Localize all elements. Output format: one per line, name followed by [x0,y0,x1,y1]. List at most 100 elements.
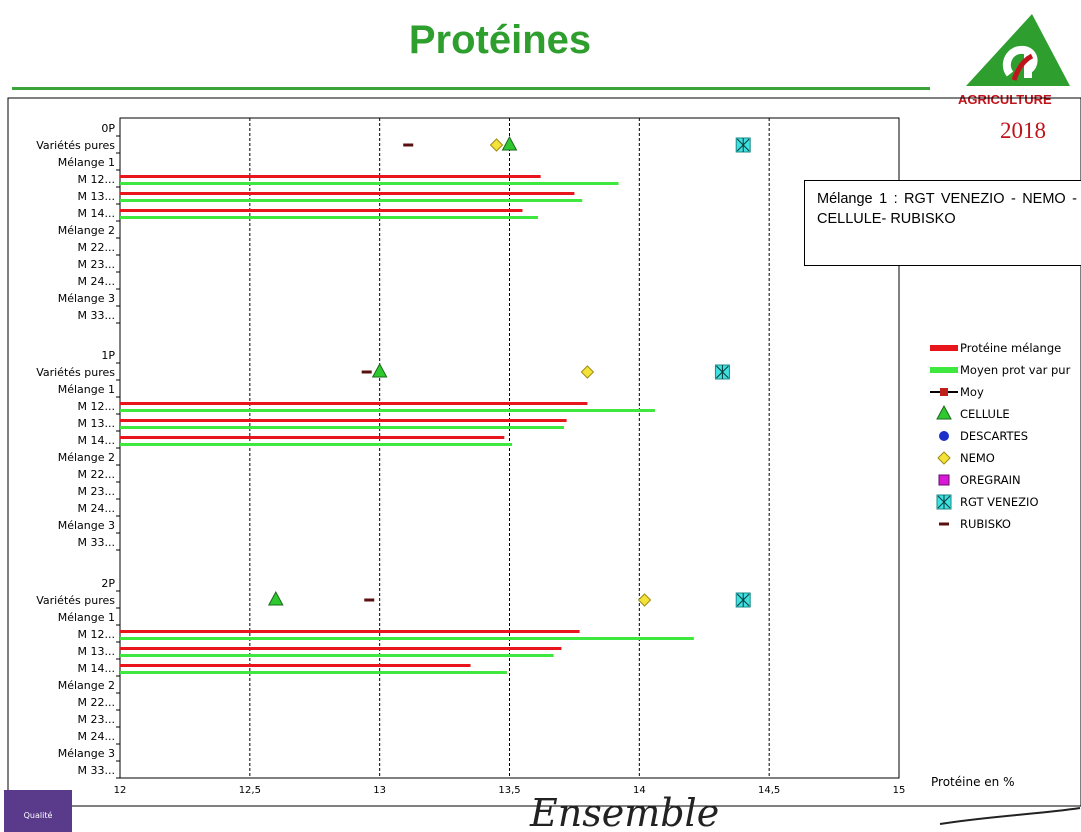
marker-rgt-venezio [936,494,952,510]
bar-avg-pure-variety [120,409,655,412]
x-tick-label: 14,5 [758,785,780,796]
category-label: M 33... [78,309,115,322]
category-label: M 14... [78,434,115,447]
legend-item-melange: Protéine mélange [930,341,1061,355]
category-label: Mélange 1 [58,383,115,396]
legend-label: DESCARTES [960,429,1028,443]
bar-avg-pure-variety [120,671,507,674]
category-label: M 13... [78,645,115,658]
legend: Protéine mélange Moyen prot var pur Moy CEL… [930,341,1071,531]
category-label: M 14... [78,662,115,675]
x-axis-title: Protéine en % [931,775,1015,789]
legend-item-rubisko: RUBISKO [939,517,1011,531]
marker-rubisko [939,522,949,526]
bar-protein-melange [120,175,541,178]
agriculture-logo: AGRICULTURE [958,14,1070,107]
markers [267,135,751,608]
category-label: Mélange 3 [58,747,115,760]
blend-composition-note: Mélange 1 : RGT VENEZIO - NEMO - CELLULE… [804,180,1081,266]
plot-frame [7,97,1081,807]
bar-avg-pure-variety [120,199,583,202]
category-label: 0P [101,122,115,135]
category-label: M 33... [78,764,115,777]
category-label: Mélange 2 [58,679,115,692]
category-label: Mélange 2 [58,451,115,464]
marker-cellule [501,135,518,151]
category-label: M 24... [78,502,115,515]
legend-item-oregrain: OREGRAIN [938,473,1021,487]
logo-wordmark: AGRICULTURE [958,92,1052,107]
category-label: M 22... [78,468,115,481]
badge-text: Qualité [24,810,53,820]
page-title: Protéines [408,18,592,62]
marker-rgt-venezio [735,137,751,153]
bars [120,175,694,674]
bar-protein-melange [120,419,567,422]
marker-cellule [371,362,388,378]
marker-rgt-venezio [714,364,730,380]
category-label: Variétés pures [36,366,115,379]
category-label: Mélange 3 [58,292,115,305]
legend-label: CELLULE [960,407,1010,421]
category-label: 1P [101,349,115,362]
bar-protein-melange [120,402,588,405]
certification-badge: Qualité [4,790,72,832]
category-label: M 24... [78,730,115,743]
category-label: M 14... [78,207,115,220]
category-label: M 33... [78,536,115,549]
legend-label: Protéine mélange [960,341,1061,355]
marker-cellule [936,404,952,420]
bar-avg-pure-variety [120,426,565,429]
bar-avg-pure-variety [120,443,513,446]
legend-item-nemo: NEMO [937,451,995,465]
category-label: Mélange 1 [58,156,115,169]
category-label: M 23... [78,713,115,726]
legend-label: RGT VENEZIO [960,495,1039,509]
legend-label: RUBISKO [960,517,1011,531]
x-tick-label: 15 [893,785,906,796]
legend-item-descartes: DESCARTES [939,429,1028,443]
category-label: M 12... [78,400,115,413]
bar-protein-melange [120,192,575,195]
marker-nemo [637,593,652,607]
category-label: 2P [101,577,115,590]
marker-nemo [580,365,595,379]
category-label: M 22... [78,241,115,254]
marker-nemo [489,138,504,152]
category-label: Variétés pures [36,139,115,152]
bar-avg-pure-variety [120,654,554,657]
legend-label: OREGRAIN [960,473,1021,487]
marker-oregrain [938,474,950,486]
category-label: Mélange 3 [58,519,115,532]
footer-slogan: Ensemble [529,791,1081,832]
category-label: M 22... [78,696,115,709]
bar-protein-melange [120,436,505,439]
year-label: 2018 [1000,118,1046,143]
category-label: Variétés pures [36,594,115,607]
x-tick-label: 12,5 [239,785,261,796]
marker-rgt-venezio [735,592,751,608]
marker-descartes [939,431,949,441]
slogan-text: Ensemble [529,791,719,832]
bar-avg-pure-variety [120,182,619,185]
category-label: M 13... [78,417,115,430]
category-label: M 12... [78,173,115,186]
legend-label: Moy [960,385,984,399]
marker-cellule [267,590,284,606]
marker-rubisko [403,143,414,147]
category-label: M 23... [78,485,115,498]
legend-item-rgt-venezio: RGT VENEZIO [936,494,1039,510]
x-tick-label: 14 [633,785,646,796]
marker-rubisko [361,370,372,374]
bar-protein-melange [120,664,471,667]
legend-item-cellule: CELLULE [936,404,1010,421]
category-label: M 13... [78,190,115,203]
x-tick-label: 13 [373,785,386,796]
marker-nemo [937,451,951,465]
category-label: Mélange 2 [58,224,115,237]
category-label: Mélange 1 [58,611,115,624]
legend-item-var-pur: Moyen prot var pur [930,363,1071,377]
bar-avg-pure-variety [120,216,539,219]
marker-rubisko [364,598,375,602]
